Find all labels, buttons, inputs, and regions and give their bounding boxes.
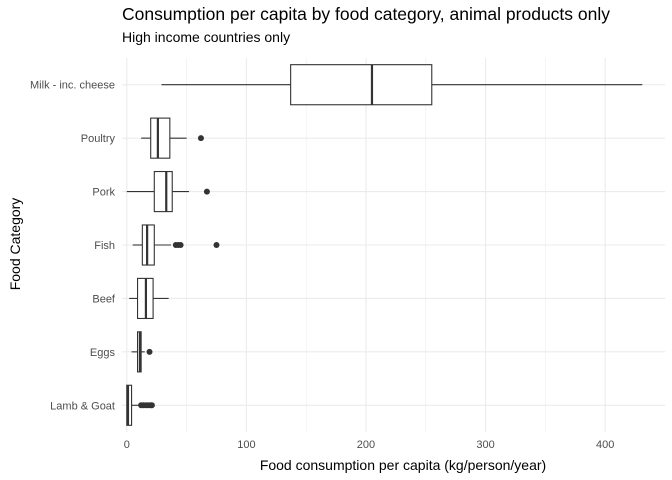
outlier-point	[203, 188, 210, 195]
x-tick-label: 300	[476, 439, 494, 451]
box	[150, 117, 171, 159]
y-tick-label: Eggs	[90, 347, 116, 359]
chart-subtitle: High income countries only	[122, 29, 291, 45]
outlier-point	[148, 402, 155, 409]
x-tick-label: 200	[357, 439, 375, 451]
outlier-point	[146, 348, 153, 355]
x-tick-label: 400	[596, 439, 614, 451]
x-tick-label: 0	[124, 439, 130, 451]
x-tick-label: 100	[237, 439, 255, 451]
box	[141, 224, 155, 266]
y-axis-label: Food Category	[7, 197, 23, 291]
y-tick-label: Milk - inc. cheese	[30, 80, 115, 92]
outlier-point	[213, 242, 220, 248]
y-tick-label: Lamb & Goat	[50, 400, 115, 412]
y-tick-label: Fish	[94, 240, 115, 252]
box	[153, 170, 173, 213]
box	[290, 64, 433, 106]
y-tick-label: Beef	[92, 293, 116, 305]
box	[126, 384, 133, 426]
x-axis-label: Food consumption per capita (kg/person/y…	[259, 457, 547, 473]
chart-title: Consumption per capita by food category,…	[122, 4, 611, 24]
y-tick-label: Poultry	[81, 133, 116, 145]
y-tick-label: Pork	[92, 187, 115, 199]
outlier-point	[177, 242, 184, 248]
outlier-point	[197, 135, 204, 142]
